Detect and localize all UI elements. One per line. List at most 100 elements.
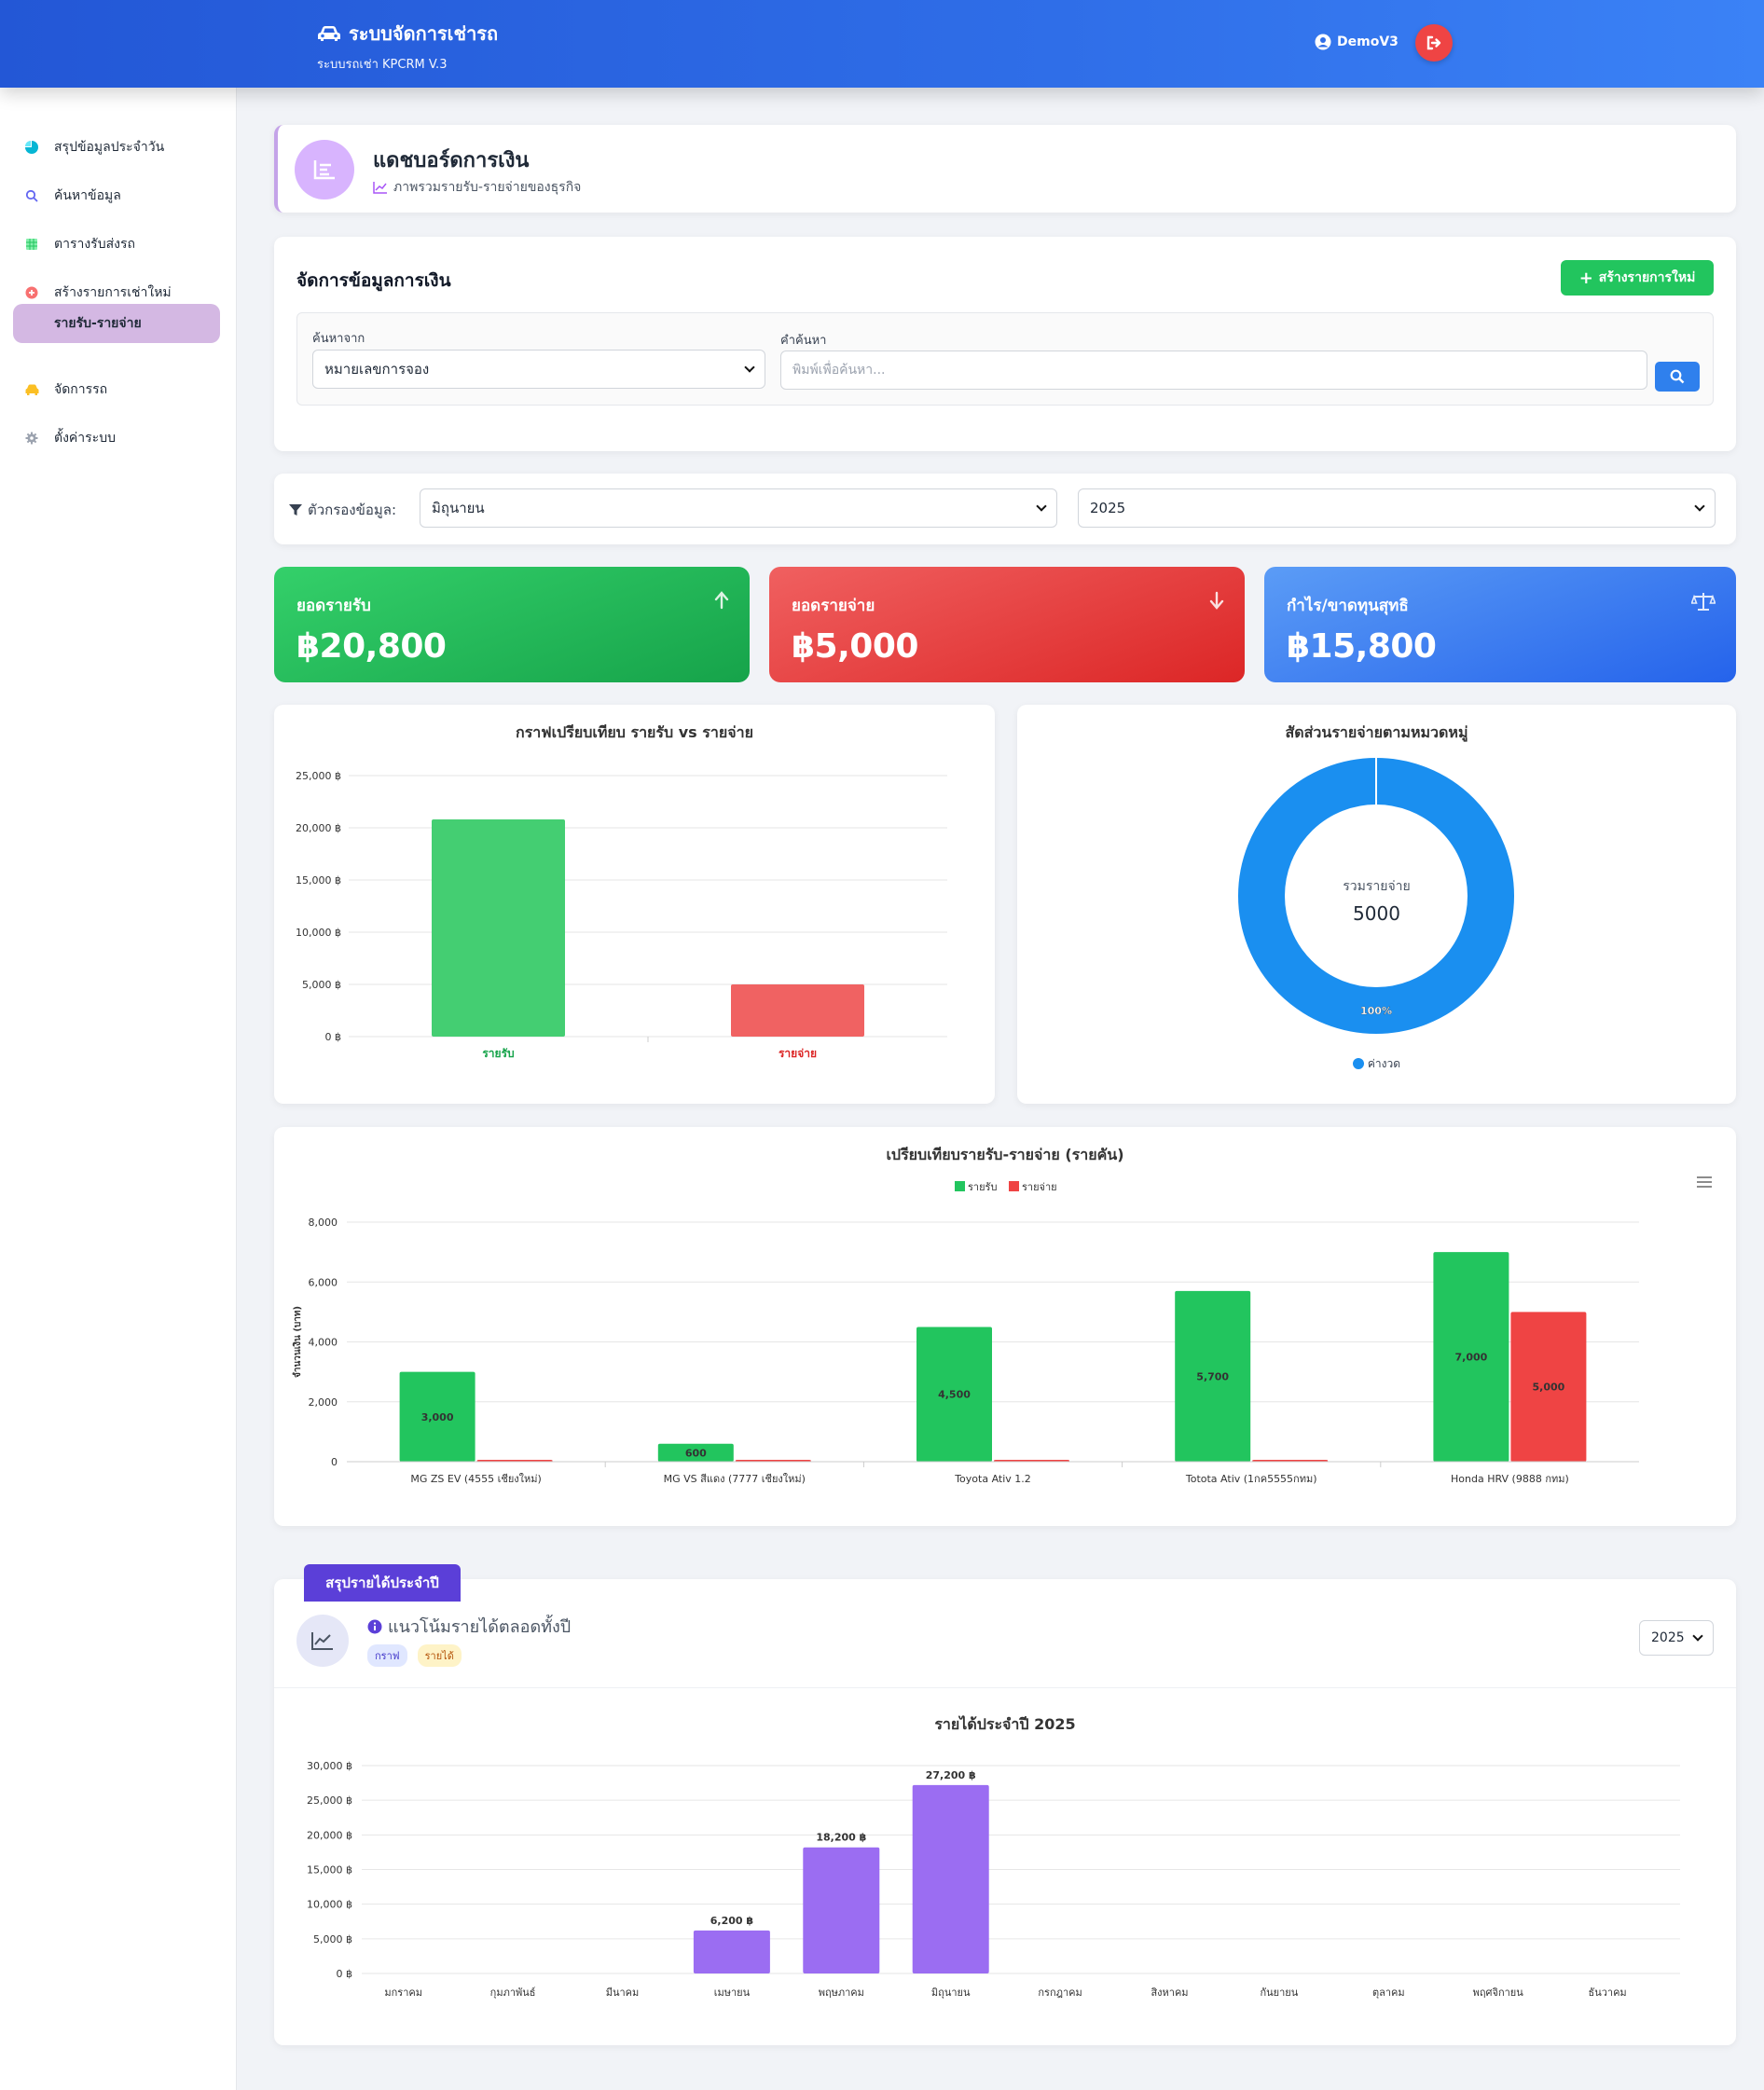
arrow-up-icon xyxy=(714,591,729,610)
plus-circle-icon xyxy=(24,285,39,300)
bar xyxy=(432,819,565,1037)
search-from-select[interactable]: หมายเลขการจอง xyxy=(312,350,765,389)
arrow-down-icon xyxy=(1209,591,1224,610)
chart-line-icon xyxy=(311,1632,333,1650)
filter-card: ตัวกรองข้อมูล: มิถุนายน 2025 xyxy=(274,474,1736,544)
annual-income-card: แนวโน้มรายได้ตลอดทั้งปี กราฟ รายได้ 2025… xyxy=(274,1579,1736,2045)
stat-label: กำไร/ขาดทุนสุทธิ xyxy=(1287,597,1409,615)
stat-label: ยอดรายจ่าย xyxy=(792,597,875,615)
user-menu[interactable]: DemoV3 xyxy=(1315,34,1399,50)
page-header-card: แดชบอร์ดการเงิน ภาพรวมรายรับ-รายจ่ายของธ… xyxy=(274,125,1736,213)
x-tick-label: MG VS สีแดง (7777 เชียงใหม่) xyxy=(664,1473,806,1485)
bar xyxy=(803,1847,880,1973)
filter-icon xyxy=(289,504,302,516)
annual-summary-tab[interactable]: สรุปรายได้ประจำปี xyxy=(304,1564,461,1602)
month-select[interactable]: มิถุนายน xyxy=(420,488,1057,528)
per-vehicle-chart-card: เปรียบเทียบรายรับ-รายจ่าย (รายคัน) 0 2,00… xyxy=(274,1127,1736,1526)
annual-year-select[interactable]: 2025 xyxy=(1639,1620,1714,1656)
plus-icon: + xyxy=(1578,268,1593,288)
search-icon xyxy=(24,188,39,203)
annual-income-chart: 0 ฿ 5,000 ฿ 10,000 ฿ 15,000 ฿ 20,000 ฿ 25,000… xyxy=(307,1760,1680,1999)
chevron-down-icon xyxy=(1694,501,1705,512)
chart-title: เปรียบเทียบรายรับ-รายจ่าย (รายคัน) xyxy=(886,1146,1124,1163)
hamburger-menu-icon[interactable] xyxy=(1697,1176,1712,1188)
search-input[interactable]: พิมพ์เพื่อค้นหา... xyxy=(780,351,1647,390)
keyword-label: คำค้นหา xyxy=(780,334,827,348)
username: DemoV3 xyxy=(1337,34,1399,49)
search-panel: ค้นหาจาก หมายเลขการจอง คำค้นหา พิมพ์เพื่… xyxy=(296,312,1714,406)
expense-stat-card: ยอดรายจ่าย ฿5,000 xyxy=(769,567,1245,682)
bar-data-label: 4,500 xyxy=(938,1389,971,1401)
search-button[interactable] xyxy=(1655,362,1700,392)
page-subtitle: ภาพรวมรายรับ-รายจ่ายของธุรกิจ xyxy=(393,180,582,195)
y-tick-label: 8,000 xyxy=(309,1217,338,1229)
x-tick-label: ธันวาคม xyxy=(1588,1987,1626,1999)
chart-line-icon xyxy=(373,182,387,194)
sidebar-item-income-expense[interactable]: รายรับ-รายจ่าย xyxy=(13,304,220,343)
dashboard-icon-badge xyxy=(295,140,354,199)
divider xyxy=(274,1687,1736,1688)
y-tick-label: 2,000 xyxy=(309,1396,338,1409)
donut-center-label: รวมรายจ่าย xyxy=(1343,879,1411,894)
legend-label: รายจ่าย xyxy=(1022,1181,1057,1193)
expense-category-chart-card: สัดส่วนรายจ่ายตามหมวดหมู่ 100% รวมรายจ่า… xyxy=(1017,705,1736,1104)
profit-stat-card: กำไร/ขาดทุนสุทธิ ฿15,800 xyxy=(1264,567,1736,682)
gear-icon xyxy=(24,431,39,446)
bar-data-label: 18,200 ฿ xyxy=(816,1832,866,1844)
x-tick-label: MG ZS EV (4555 เชียงใหม่) xyxy=(410,1473,541,1485)
year-select[interactable]: 2025 xyxy=(1078,488,1716,528)
bar xyxy=(657,1443,734,1462)
info-icon xyxy=(367,1619,382,1633)
donut-legend[interactable]: ค่างวด xyxy=(1017,1055,1736,1073)
sidebar-item-daily-summary[interactable]: สรุปข้อมูลประจำวัน xyxy=(13,128,220,167)
brand[interactable]: ระบบจัดการเช่ารถ ระบบรถเช่า KPCRM V.3 xyxy=(317,19,498,74)
legend-marker xyxy=(1353,1058,1364,1069)
x-tick-label: ตุลาคม xyxy=(1372,1987,1405,1999)
user-circle-icon xyxy=(1315,34,1331,50)
y-tick-label: 0 ฿ xyxy=(337,1968,353,1980)
y-tick-label: 20,000 ฿ xyxy=(307,1829,352,1841)
x-tick-label: มิถุนายน xyxy=(931,1987,971,1999)
top-navbar: ระบบจัดการเช่ารถ ระบบรถเช่า KPCRM V.3 De… xyxy=(0,0,1764,88)
x-tick-label: มกราคม xyxy=(384,1987,422,1999)
x-tick-label: รายรับ xyxy=(482,1047,514,1060)
sidebar-item-manage-cars[interactable]: จัดการรถ xyxy=(13,370,220,409)
y-tick-label: 25,000 ฿ xyxy=(296,770,341,782)
stat-value: ฿5,000 xyxy=(792,627,918,666)
sidebar-item-search[interactable]: ค้นหาข้อมูล xyxy=(13,176,220,215)
stat-value: ฿20,800 xyxy=(296,627,447,666)
page-title: แดชบอร์ดการเงิน xyxy=(373,149,530,172)
sign-out-icon xyxy=(1426,35,1441,50)
y-tick-label: 5,000 ฿ xyxy=(313,1933,352,1946)
x-tick-label: สิงหาคม xyxy=(1151,1987,1188,1999)
sidebar-item-schedule[interactable]: ตารางรับส่งรถ xyxy=(13,225,220,264)
graph-tag: กราฟ xyxy=(367,1644,407,1667)
chart-title: กราฟเปรียบเทียบ รายรับ vs รายจ่าย xyxy=(516,723,753,741)
slice-percent-label: 100% xyxy=(1360,1005,1392,1017)
x-tick-label: เมษายน xyxy=(714,1987,751,1999)
per-vehicle-chart: 0 2,000 4,000 6,000 8,000 จำนวนเงิน (บาท) รายร… xyxy=(292,1181,1639,1485)
logout-button[interactable] xyxy=(1415,24,1453,62)
car-icon xyxy=(24,382,39,397)
chevron-down-icon xyxy=(744,362,755,373)
legend-label: ค่างวด xyxy=(1367,1057,1400,1070)
income-tag: รายได้ xyxy=(417,1644,462,1667)
bar-data-label: 7,000 xyxy=(1455,1352,1488,1364)
y-tick-label: 0 xyxy=(331,1456,338,1468)
bar-data-label: 27,200 ฿ xyxy=(926,1769,976,1781)
legend-marker xyxy=(1009,1181,1019,1191)
trend-icon-badge xyxy=(296,1615,349,1667)
sidebar-item-settings[interactable]: ตั้งค่าระบบ xyxy=(13,419,220,458)
create-entry-button[interactable]: + สร้างรายการใหม่ xyxy=(1561,260,1714,296)
sidebar: สรุปข้อมูลประจำวัน ค้นหาข้อมูล ตารางรับส… xyxy=(0,88,237,2090)
x-tick-label: กรกฎาคม xyxy=(1038,1987,1082,1999)
scale-icon xyxy=(1691,593,1716,611)
chart-title: รายได้ประจำปี 2025 xyxy=(934,1715,1076,1733)
chevron-down-icon xyxy=(1036,501,1047,512)
manage-finance-card: จัดการข้อมูลการเงิน + สร้างรายการใหม่ ค้… xyxy=(274,237,1736,451)
annual-heading: แนวโน้มรายได้ตลอดทั้งปี xyxy=(388,1617,572,1637)
bar xyxy=(916,1327,992,1462)
bar xyxy=(1510,1312,1587,1462)
sidebar-item-new-rental[interactable]: สร้างรายการเช่าใหม่ xyxy=(13,273,220,312)
chart-title: สัดส่วนรายจ่ายตามหมวดหมู่ xyxy=(1285,723,1468,741)
